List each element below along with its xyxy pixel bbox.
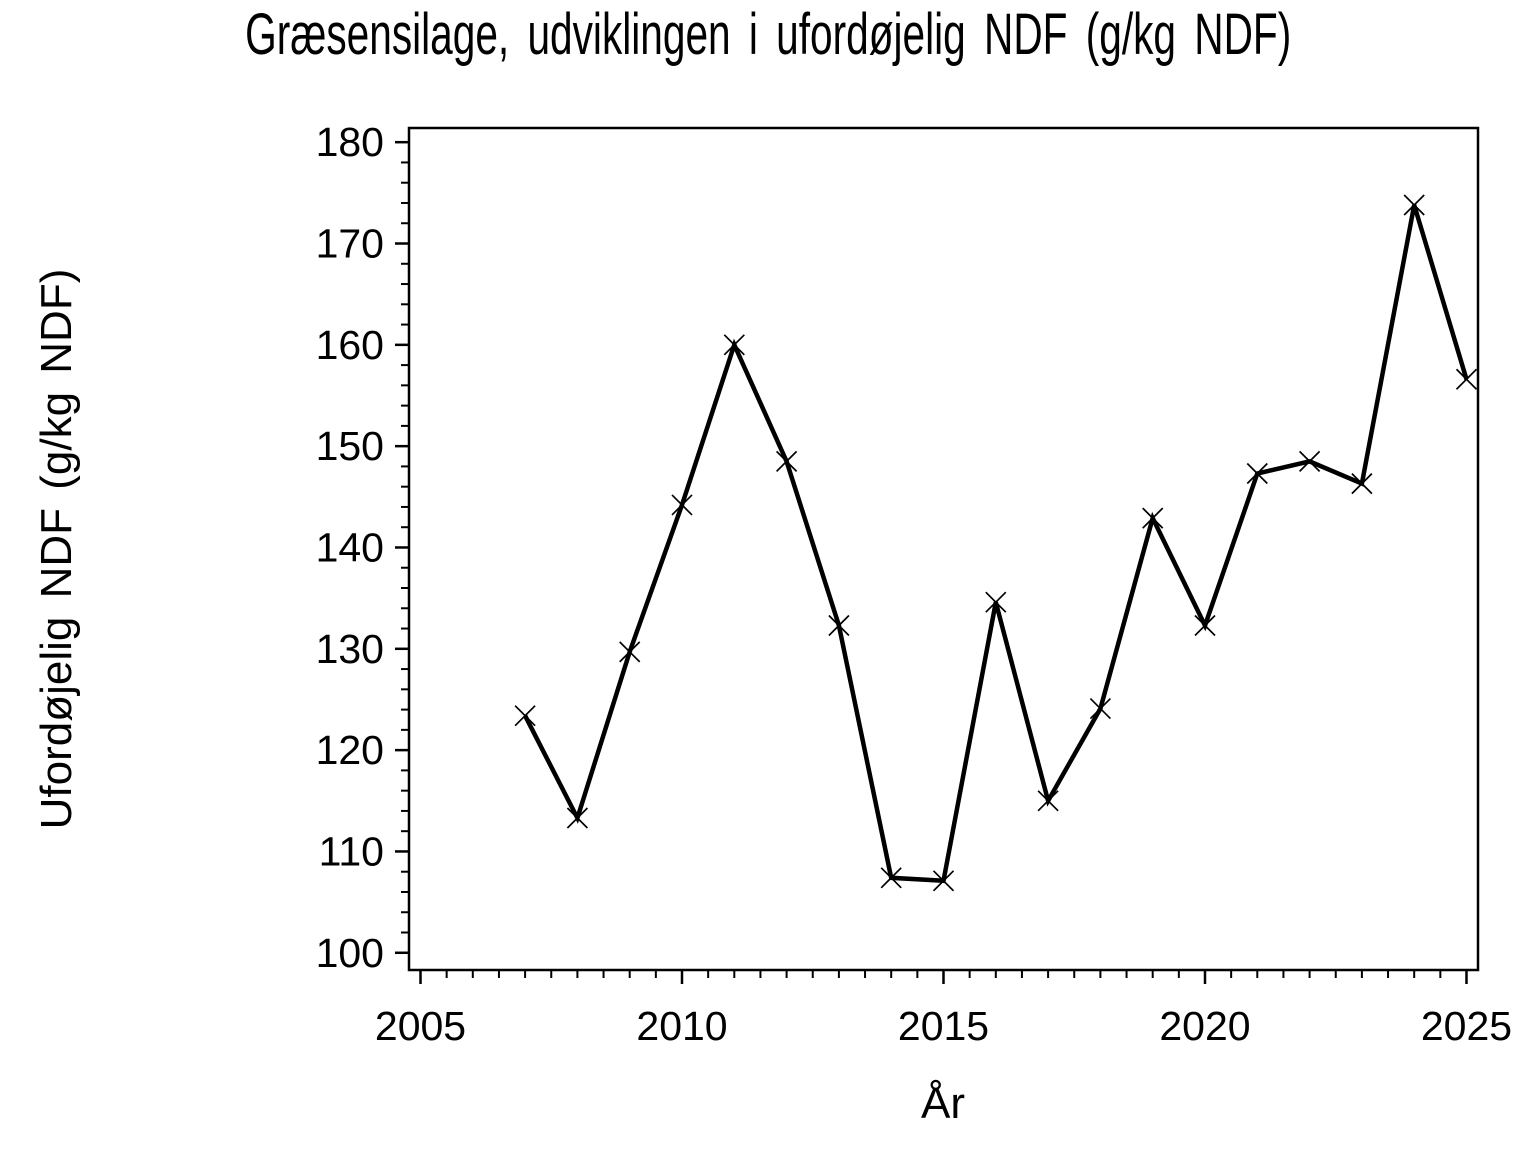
data-point-marker xyxy=(1246,462,1268,485)
y-tick-label: 150 xyxy=(316,423,384,469)
chart-title: Græsensilage, udviklingen i ufordøjelig … xyxy=(0,2,1536,69)
y-tick-label: 170 xyxy=(316,221,384,267)
tick-labels: 100 110 120 130 140 150 160 170 180 2005 2010 2015 2… xyxy=(316,119,1513,1049)
data-point-marker xyxy=(723,334,745,356)
data-point-marker xyxy=(828,614,850,637)
data-point-marker xyxy=(1194,614,1216,637)
y-tick-label: 140 xyxy=(316,524,384,570)
marker-stroke xyxy=(1194,614,1216,637)
marker-stroke xyxy=(566,807,589,829)
marker-stroke xyxy=(723,334,745,356)
marker-stroke xyxy=(1089,697,1111,720)
y-tick-label: 110 xyxy=(319,828,384,874)
chart-title-text: Græsensilage, udviklingen i ufordøjelig … xyxy=(244,2,1292,67)
data-markers xyxy=(514,194,1478,892)
marker-stroke xyxy=(1037,790,1059,812)
marker-stroke xyxy=(1298,450,1321,472)
marker-stroke xyxy=(1142,507,1164,529)
data-point-marker xyxy=(619,641,641,663)
data-point-marker xyxy=(1351,473,1373,495)
x-tick-label: 2005 xyxy=(375,1003,466,1049)
marker-stroke xyxy=(880,867,902,889)
data-point-marker xyxy=(1455,368,1478,390)
y-tick-label: 180 xyxy=(316,119,384,165)
axis-ticks xyxy=(395,140,1468,984)
data-point-marker xyxy=(880,867,902,889)
data-point-marker xyxy=(1403,194,1425,216)
x-tick-label: 2020 xyxy=(1159,1003,1250,1049)
marker-stroke xyxy=(1455,368,1478,390)
marker-stroke xyxy=(1351,473,1373,495)
y-tick-label: 100 xyxy=(316,930,384,976)
marker-stroke xyxy=(514,705,536,727)
data-line xyxy=(523,204,1469,884)
data-point-marker xyxy=(776,450,798,472)
x-tick-label: 2010 xyxy=(636,1003,727,1049)
data-point-marker xyxy=(985,591,1007,613)
data-point-marker xyxy=(1089,697,1111,720)
y-tick-label: 160 xyxy=(316,322,384,368)
x-axis-title: År xyxy=(921,1079,965,1128)
marker-stroke xyxy=(932,870,955,892)
data-point-marker xyxy=(514,705,536,727)
data-point-marker xyxy=(1298,450,1321,472)
y-tick-label: 130 xyxy=(316,626,384,672)
marker-stroke xyxy=(985,591,1007,613)
marker-stroke xyxy=(1403,194,1425,216)
data-point-marker xyxy=(1142,507,1164,529)
data-point-marker xyxy=(671,494,693,516)
plot-frame xyxy=(407,126,1480,972)
y-tick-label: 120 xyxy=(316,727,384,773)
marker-stroke xyxy=(776,450,798,472)
marker-stroke xyxy=(671,494,693,516)
marker-stroke xyxy=(619,641,641,663)
x-tick-label: 2015 xyxy=(898,1003,989,1049)
data-point-marker xyxy=(1037,790,1059,812)
x-tick-label: 2025 xyxy=(1421,1003,1512,1049)
marker-stroke xyxy=(828,614,850,637)
data-point-marker xyxy=(566,807,589,829)
data-point-marker xyxy=(932,870,955,892)
marker-stroke xyxy=(1246,462,1268,485)
